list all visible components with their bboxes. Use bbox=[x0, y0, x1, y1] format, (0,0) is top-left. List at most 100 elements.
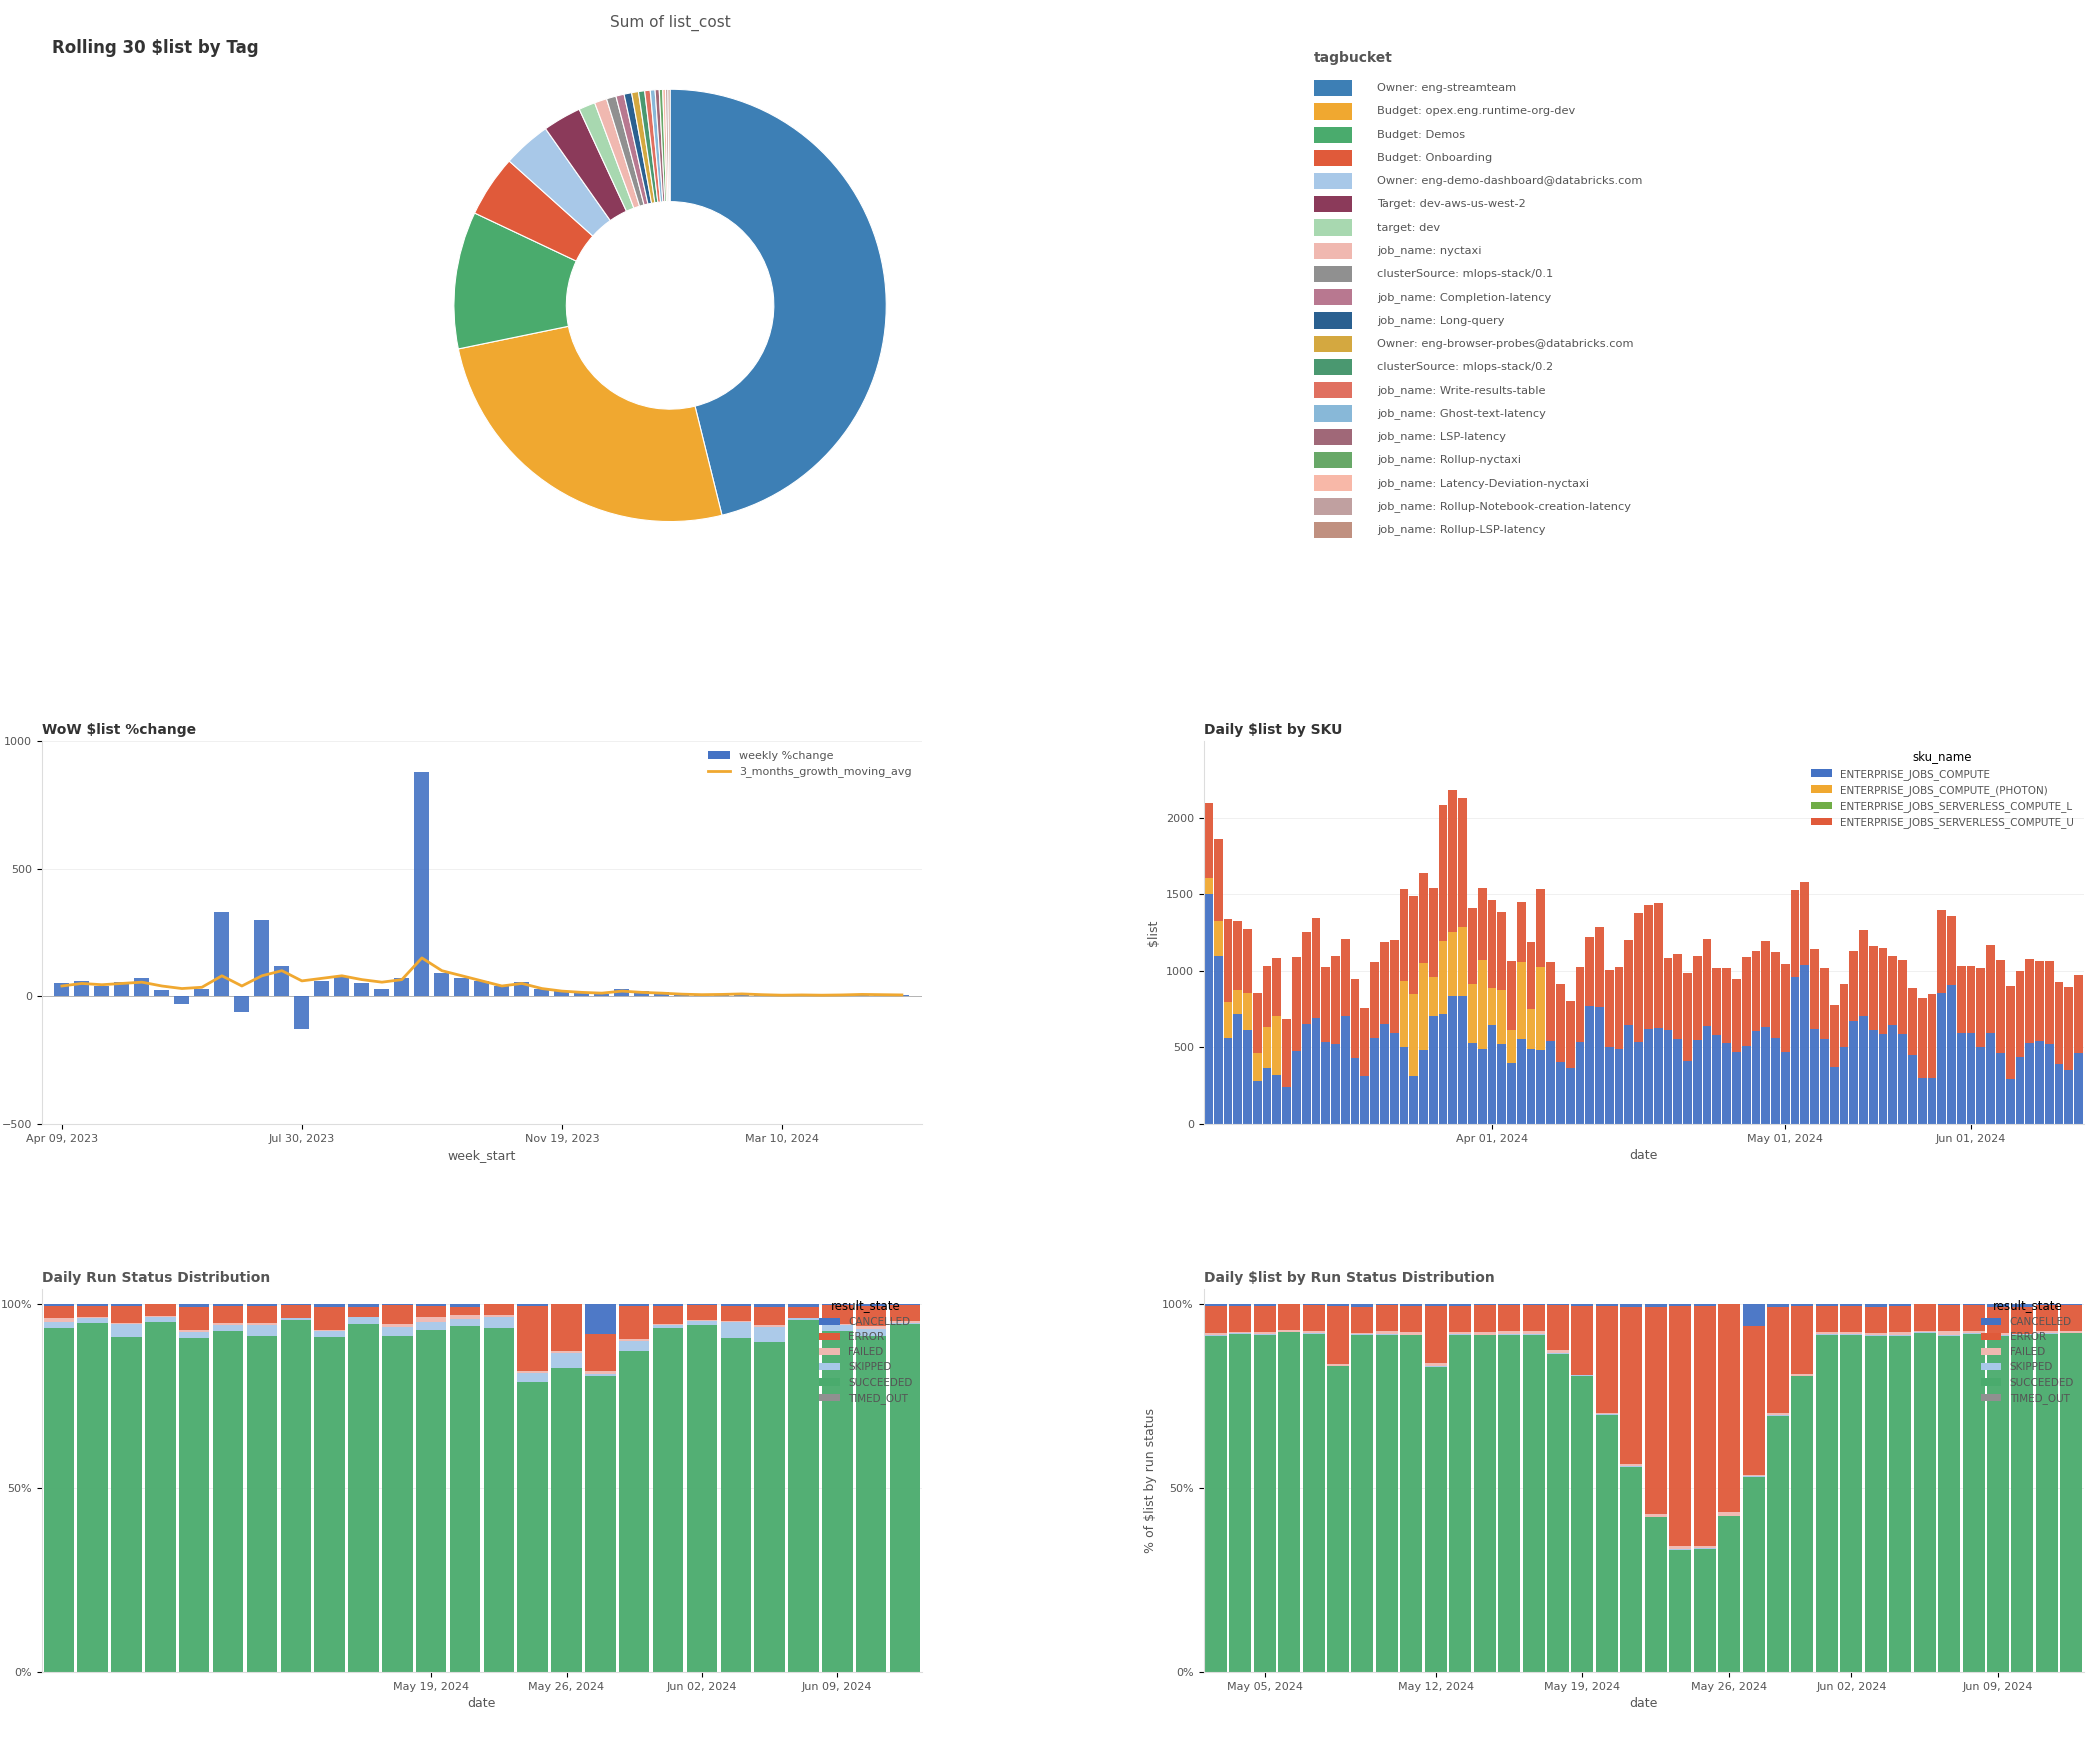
Bar bbox=[1516, 963, 1527, 1038]
FancyBboxPatch shape bbox=[1315, 266, 1353, 282]
Bar bbox=[551, 1352, 582, 1353]
Bar bbox=[1399, 1047, 1409, 1125]
Bar bbox=[375, 989, 389, 996]
Bar bbox=[1457, 928, 1468, 996]
Bar bbox=[450, 1315, 480, 1318]
Bar bbox=[2060, 1304, 2081, 1331]
Bar bbox=[584, 1304, 616, 1334]
Bar bbox=[1962, 1331, 1985, 1334]
Bar bbox=[1244, 993, 1252, 1030]
Bar bbox=[1537, 1051, 1545, 1125]
Bar bbox=[2025, 1042, 2033, 1125]
Bar bbox=[295, 996, 310, 1030]
Bar bbox=[1527, 1049, 1535, 1125]
Bar bbox=[1527, 942, 1535, 1008]
Bar bbox=[515, 982, 530, 996]
Wedge shape bbox=[651, 90, 664, 202]
Bar bbox=[155, 989, 170, 996]
Bar bbox=[247, 1306, 276, 1324]
Bar bbox=[1497, 1306, 1520, 1331]
Bar bbox=[754, 1308, 785, 1325]
Bar bbox=[1229, 1334, 1252, 1672]
Bar bbox=[1273, 1075, 1282, 1125]
Bar bbox=[1692, 1040, 1702, 1125]
Bar bbox=[115, 982, 130, 996]
Bar bbox=[1654, 903, 1663, 1028]
Legend: weekly %change, 3_months_growth_moving_avg: weekly %change, 3_months_growth_moving_a… bbox=[704, 746, 917, 781]
Bar bbox=[2006, 986, 2014, 1079]
Bar bbox=[1522, 1331, 1545, 1334]
Bar bbox=[1790, 1306, 1813, 1375]
Bar bbox=[1254, 1332, 1275, 1334]
Bar bbox=[634, 991, 649, 996]
Bar bbox=[2017, 1058, 2025, 1125]
Bar bbox=[1914, 1332, 1935, 1672]
Bar bbox=[1204, 878, 1212, 894]
Bar bbox=[1428, 1016, 1439, 1125]
Bar bbox=[1790, 977, 1799, 1125]
Bar bbox=[1527, 1008, 1535, 1049]
Bar bbox=[1684, 973, 1692, 1061]
Bar bbox=[1302, 1334, 1326, 1672]
Bar bbox=[450, 1308, 480, 1315]
Bar bbox=[517, 1373, 549, 1382]
Bar bbox=[1870, 1030, 1878, 1125]
Bar bbox=[1585, 1007, 1594, 1125]
Bar bbox=[111, 1336, 142, 1672]
Bar bbox=[1302, 931, 1311, 1024]
Bar bbox=[1742, 1327, 1765, 1475]
Bar bbox=[2054, 982, 2063, 1063]
Bar bbox=[1849, 950, 1857, 1021]
Bar bbox=[1815, 1334, 1839, 1672]
Bar bbox=[1545, 1040, 1556, 1125]
Bar bbox=[890, 1322, 919, 1324]
Bar bbox=[1663, 957, 1673, 1030]
Bar bbox=[1449, 933, 1457, 996]
Bar bbox=[314, 1338, 346, 1672]
Bar bbox=[1302, 1304, 1326, 1331]
Bar bbox=[144, 1322, 176, 1672]
Bar bbox=[584, 1376, 616, 1672]
Bar bbox=[214, 1306, 243, 1324]
Bar bbox=[1321, 1042, 1330, 1125]
Bar bbox=[1399, 889, 1409, 980]
Bar bbox=[614, 989, 630, 996]
Bar bbox=[1254, 1336, 1275, 1672]
Bar bbox=[655, 993, 670, 996]
Bar bbox=[1497, 912, 1506, 989]
Bar bbox=[1263, 1068, 1271, 1125]
Bar bbox=[595, 994, 609, 996]
Bar bbox=[1244, 929, 1252, 993]
Bar bbox=[1497, 1044, 1506, 1125]
Bar bbox=[1625, 1024, 1633, 1125]
Bar bbox=[720, 1338, 752, 1672]
Bar bbox=[574, 993, 588, 996]
Bar bbox=[1939, 1331, 1960, 1334]
Bar bbox=[1351, 1304, 1374, 1306]
Bar bbox=[1439, 1014, 1447, 1125]
Bar bbox=[1575, 966, 1585, 1042]
X-axis label: date: date bbox=[1629, 1149, 1658, 1162]
Bar bbox=[1644, 1304, 1667, 1306]
Bar bbox=[1223, 919, 1233, 1001]
Bar bbox=[381, 1327, 413, 1336]
Bar bbox=[1547, 1350, 1568, 1353]
Bar bbox=[1801, 882, 1809, 964]
Bar bbox=[1713, 1035, 1721, 1125]
FancyBboxPatch shape bbox=[1315, 429, 1353, 445]
Bar bbox=[484, 1315, 513, 1316]
Bar bbox=[1439, 804, 1447, 940]
Bar bbox=[1380, 942, 1388, 1024]
Bar bbox=[1522, 1306, 1545, 1331]
Bar bbox=[1669, 1306, 1692, 1545]
Bar bbox=[754, 1341, 785, 1672]
Bar bbox=[1929, 994, 1937, 1079]
Bar bbox=[454, 979, 469, 996]
Bar bbox=[1761, 942, 1769, 1026]
Bar bbox=[1252, 993, 1263, 1052]
Text: job_name: Latency-Deviation-nyctaxi: job_name: Latency-Deviation-nyctaxi bbox=[1378, 477, 1589, 489]
Bar bbox=[44, 1329, 73, 1672]
Bar bbox=[1761, 1026, 1769, 1125]
Bar bbox=[823, 1304, 852, 1324]
Bar bbox=[890, 1320, 919, 1322]
